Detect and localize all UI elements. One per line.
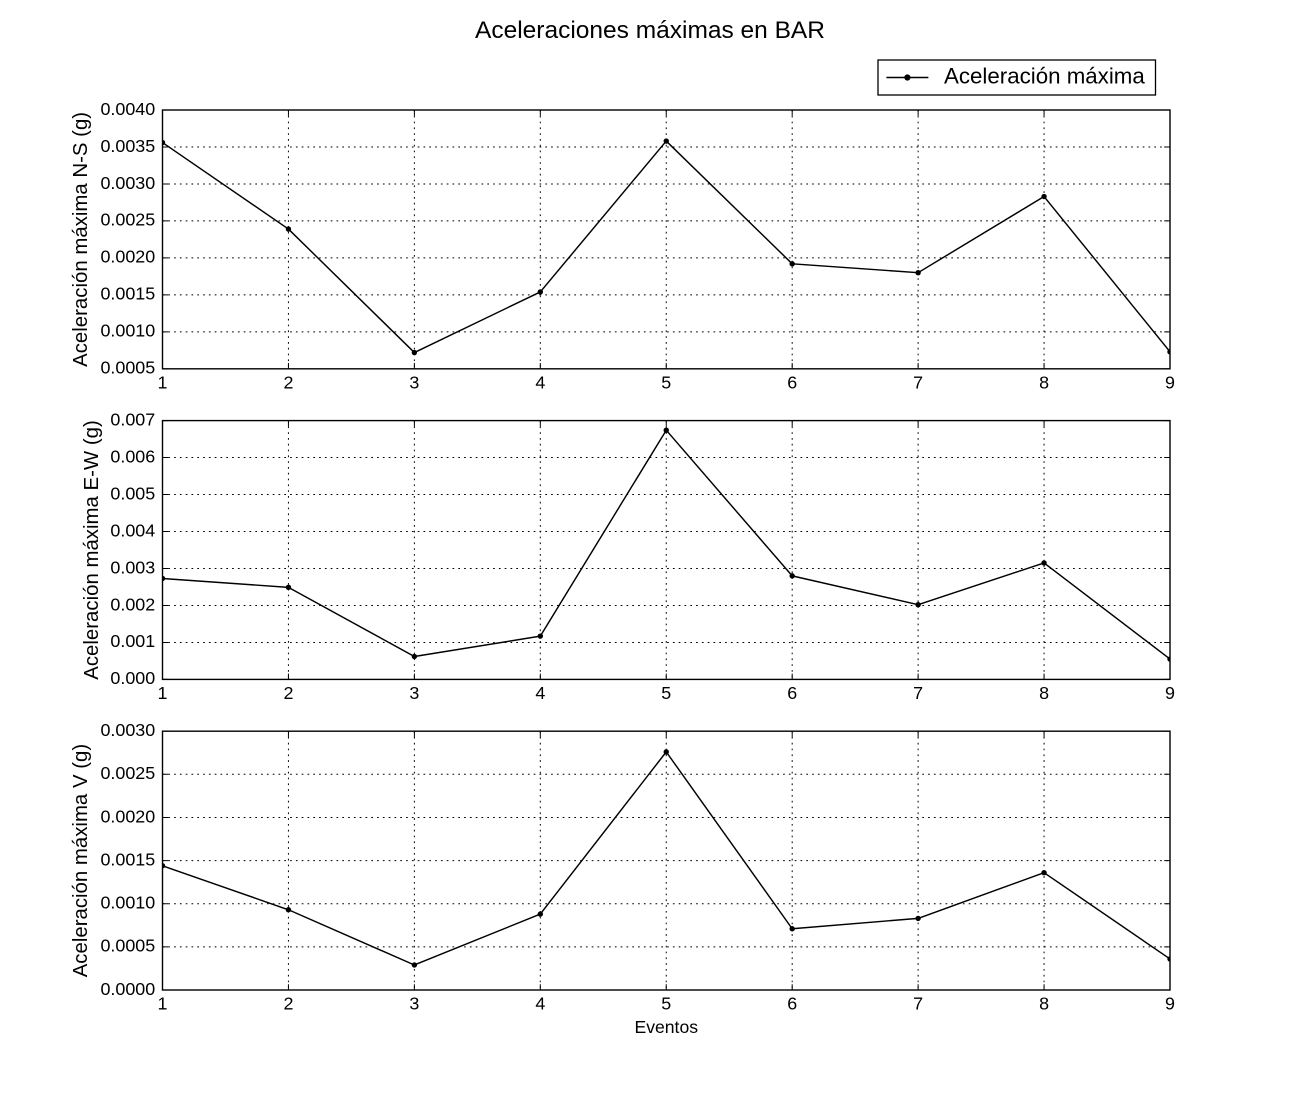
svg-text:0.0010: 0.0010 — [100, 893, 155, 913]
svg-text:0.0010: 0.0010 — [100, 321, 155, 341]
svg-text:9: 9 — [1165, 994, 1175, 1014]
svg-text:0.000: 0.000 — [110, 668, 155, 688]
svg-text:4: 4 — [535, 683, 545, 703]
svg-text:0.0015: 0.0015 — [100, 849, 155, 869]
svg-text:2: 2 — [283, 994, 293, 1014]
svg-text:Aceleración máxima: Aceleración máxima — [944, 64, 1145, 89]
svg-text:Aceleraciones máximas en BAR: Aceleraciones máximas en BAR — [475, 17, 825, 44]
svg-text:0.0025: 0.0025 — [100, 210, 155, 230]
svg-text:Aceleración máxima E-W (g): Aceleración máxima E-W (g) — [81, 420, 103, 679]
svg-text:8: 8 — [1039, 372, 1049, 392]
svg-text:0.0005: 0.0005 — [100, 358, 155, 378]
svg-text:5: 5 — [661, 994, 671, 1014]
svg-text:5: 5 — [661, 683, 671, 703]
svg-text:4: 4 — [535, 994, 545, 1014]
svg-text:0.003: 0.003 — [110, 557, 155, 577]
svg-text:0.004: 0.004 — [110, 520, 155, 540]
svg-text:8: 8 — [1039, 683, 1049, 703]
svg-text:0.002: 0.002 — [110, 594, 155, 614]
svg-text:6: 6 — [787, 683, 797, 703]
svg-text:6: 6 — [787, 994, 797, 1014]
svg-text:0.0025: 0.0025 — [100, 763, 155, 783]
svg-text:Eventos: Eventos — [634, 1017, 698, 1037]
svg-text:0.0020: 0.0020 — [100, 247, 155, 267]
svg-text:5: 5 — [661, 372, 671, 392]
svg-text:6: 6 — [787, 372, 797, 392]
svg-text:0.005: 0.005 — [110, 483, 155, 503]
svg-text:3: 3 — [409, 683, 419, 703]
svg-text:1: 1 — [158, 372, 168, 392]
svg-text:7: 7 — [913, 994, 923, 1014]
svg-text:0.0015: 0.0015 — [100, 284, 155, 304]
svg-text:8: 8 — [1039, 994, 1049, 1014]
svg-text:0.0000: 0.0000 — [100, 979, 155, 999]
svg-text:0.0030: 0.0030 — [100, 720, 155, 740]
svg-text:3: 3 — [409, 994, 419, 1014]
svg-text:0.0030: 0.0030 — [100, 173, 155, 193]
svg-text:Aceleración máxima V (g): Aceleración máxima V (g) — [70, 744, 92, 977]
svg-text:0.0035: 0.0035 — [100, 136, 155, 156]
svg-text:0.007: 0.007 — [110, 409, 155, 429]
svg-text:1: 1 — [158, 683, 168, 703]
svg-text:0.006: 0.006 — [110, 446, 155, 466]
svg-text:7: 7 — [913, 683, 923, 703]
svg-text:3: 3 — [409, 372, 419, 392]
svg-text:0.0040: 0.0040 — [100, 99, 155, 119]
svg-text:Aceleración máxima N-S (g): Aceleración máxima N-S (g) — [70, 112, 92, 367]
svg-text:7: 7 — [913, 372, 923, 392]
svg-text:9: 9 — [1165, 372, 1175, 392]
svg-text:2: 2 — [283, 372, 293, 392]
svg-text:1: 1 — [158, 994, 168, 1014]
svg-text:0.0005: 0.0005 — [100, 936, 155, 956]
svg-text:0.0020: 0.0020 — [100, 806, 155, 826]
svg-text:4: 4 — [535, 372, 545, 392]
svg-text:9: 9 — [1165, 683, 1175, 703]
svg-text:0.001: 0.001 — [110, 631, 155, 651]
svg-text:2: 2 — [283, 683, 293, 703]
